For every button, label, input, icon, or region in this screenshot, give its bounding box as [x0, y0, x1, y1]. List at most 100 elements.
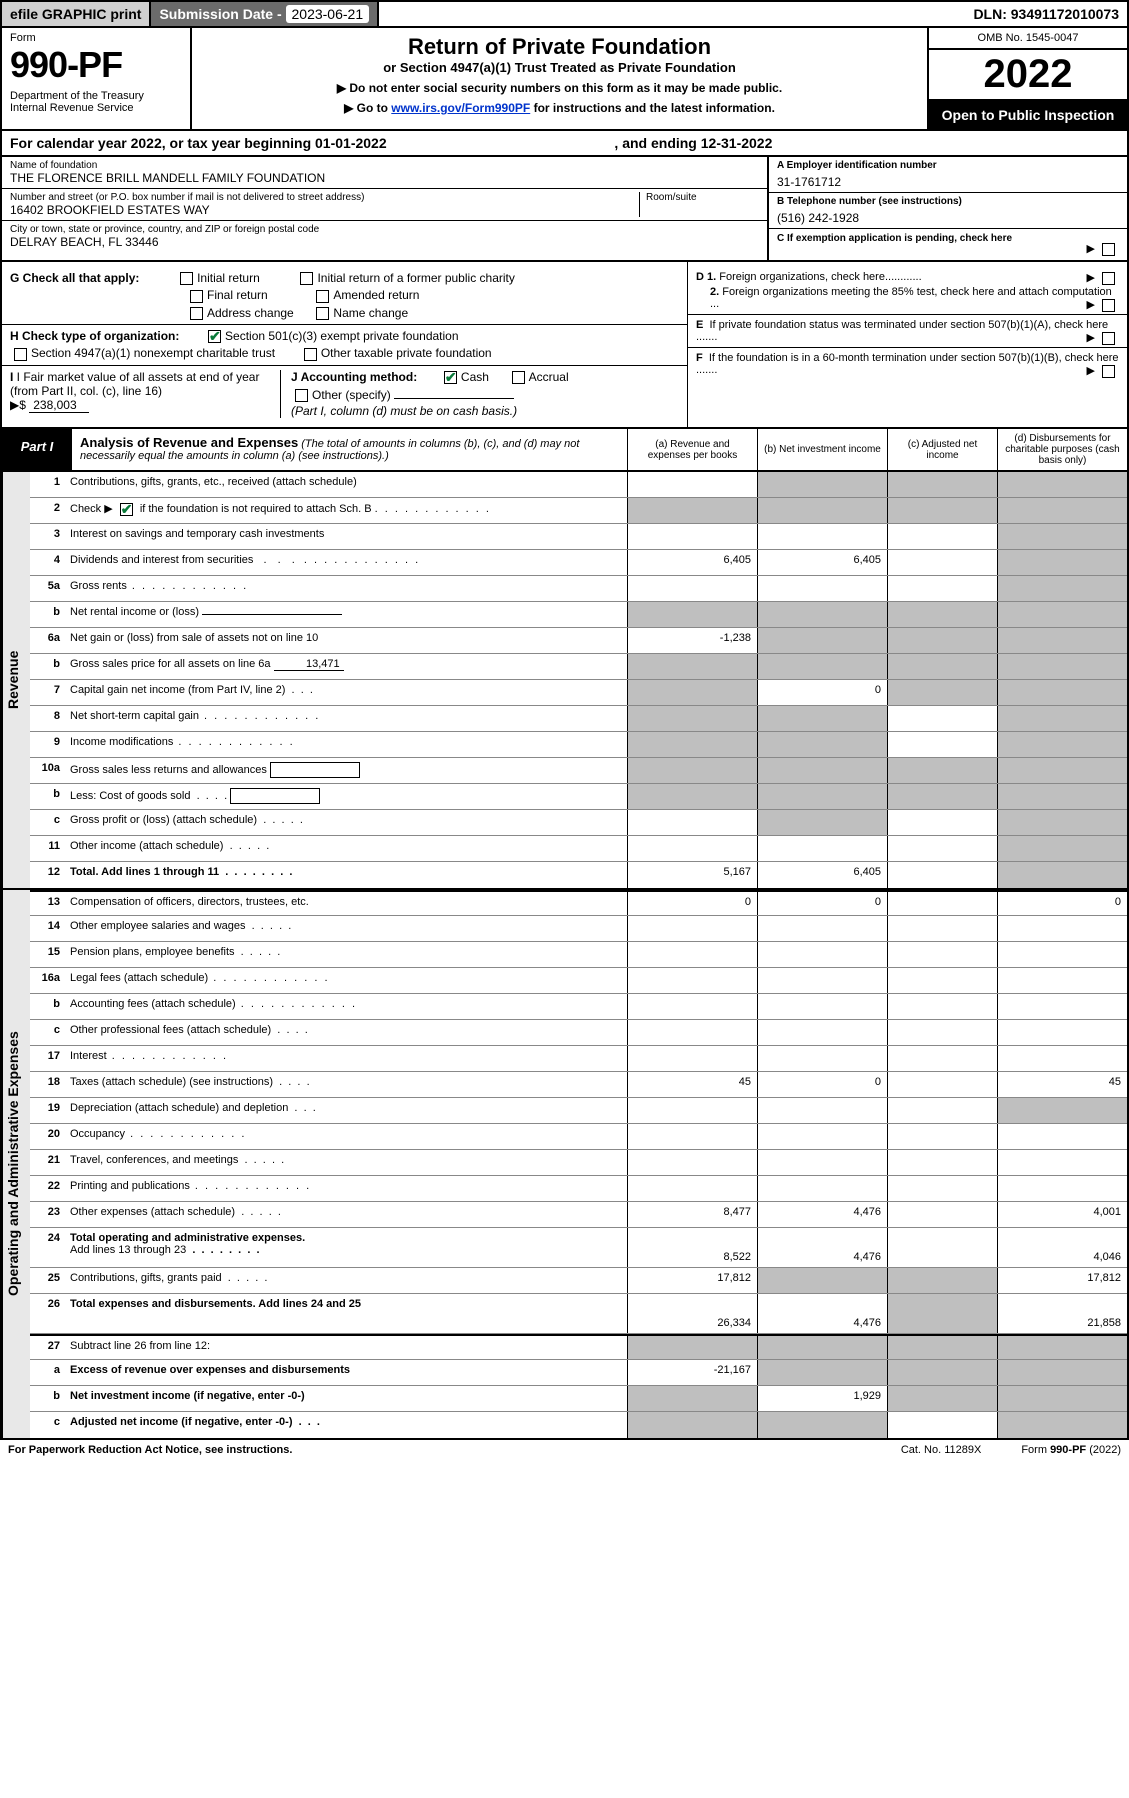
- g-row: G Check all that apply: Initial return I…: [10, 271, 679, 285]
- r25-d: 17,812: [997, 1268, 1127, 1293]
- r15-desc: Pension plans, employee benefits . . . .…: [66, 942, 627, 967]
- g-initial-former-checkbox[interactable]: [300, 272, 313, 285]
- j-other-checkbox[interactable]: [295, 389, 308, 402]
- r18-desc: Taxes (attach schedule) (see instruction…: [66, 1072, 627, 1097]
- r27b-b: 1,929: [757, 1386, 887, 1411]
- open-public: Open to Public Inspection: [929, 101, 1127, 129]
- r23-d: 4,001: [997, 1202, 1127, 1227]
- footer-cat: Cat. No. 11289X: [901, 1444, 982, 1456]
- h-other-checkbox[interactable]: [304, 348, 317, 361]
- r6b-v: 13,471: [274, 658, 344, 671]
- row-4: 4Dividends and interest from securities …: [30, 550, 1127, 576]
- g-opt-4: Amended return: [333, 288, 419, 302]
- row-15: 15Pension plans, employee benefits . . .…: [30, 942, 1127, 968]
- ij-row: I I Fair market value of all assets at e…: [10, 370, 679, 419]
- row-10a: 10aGross sales less returns and allowanc…: [30, 758, 1127, 784]
- r4-desc: Dividends and interest from securities .…: [66, 550, 627, 575]
- j-accrual-checkbox[interactable]: [512, 371, 525, 384]
- d1-checkbox[interactable]: [1102, 272, 1115, 285]
- g-final-return-checkbox[interactable]: [190, 290, 203, 303]
- opex-section: Operating and Administrative Expenses 13…: [0, 890, 1129, 1440]
- department: Department of the Treasury Internal Reve…: [10, 90, 182, 114]
- g-opt-5: Name change: [333, 306, 408, 320]
- g-opt-2: Address change: [207, 306, 294, 320]
- row-6a: 6aNet gain or (loss) from sale of assets…: [30, 628, 1127, 654]
- j-label: J Accounting method:: [291, 370, 417, 384]
- g-initial-return-checkbox[interactable]: [180, 272, 193, 285]
- c-checkbox[interactable]: [1102, 243, 1115, 256]
- g-amended-checkbox[interactable]: [316, 290, 329, 303]
- efile-label[interactable]: efile GRAPHIC print: [2, 2, 151, 26]
- part-1-label: Part I: [2, 429, 72, 470]
- j-cash-checkbox[interactable]: [444, 371, 457, 384]
- part-1-desc: Analysis of Revenue and Expenses (The to…: [72, 429, 627, 470]
- r20-desc: Occupancy: [66, 1124, 627, 1149]
- r10b-desc: Less: Cost of goods sold . . . .: [66, 784, 627, 809]
- row-16c: cOther professional fees (attach schedul…: [30, 1020, 1127, 1046]
- row-16b: bAccounting fees (attach schedule): [30, 994, 1127, 1020]
- row-10b: bLess: Cost of goods sold . . . .: [30, 784, 1127, 810]
- irs-link[interactable]: www.irs.gov/Form990PF: [391, 101, 530, 115]
- g-name-change-checkbox[interactable]: [316, 307, 329, 320]
- h-4947-checkbox[interactable]: [14, 348, 27, 361]
- e-row: E If private foundation status was termi…: [696, 319, 1119, 343]
- row-18: 18Taxes (attach schedule) (see instructi…: [30, 1072, 1127, 1098]
- subdate-value: 2023-06-21: [286, 5, 370, 23]
- check-left: G Check all that apply: Initial return I…: [2, 262, 687, 427]
- omb-number: OMB No. 1545-0047: [929, 28, 1127, 50]
- r7-b: 0: [757, 680, 887, 705]
- j-other: Other (specify): [312, 388, 391, 402]
- schb-checkbox[interactable]: [120, 503, 133, 516]
- header-right: OMB No. 1545-0047 2022 Open to Public In…: [927, 28, 1127, 129]
- r24-b: 4,476: [757, 1228, 887, 1267]
- r12-desc: Total. Add lines 1 through 11 . . . . . …: [66, 862, 627, 888]
- r18-b: 0: [757, 1072, 887, 1097]
- phone-label: B Telephone number (see instructions): [777, 196, 1119, 207]
- instr2-post: for instructions and the latest informat…: [530, 101, 775, 115]
- r26-a: 26,334: [627, 1294, 757, 1333]
- row-27a: aExcess of revenue over expenses and dis…: [30, 1360, 1127, 1386]
- footer-form: Form 990-PF (2022): [1021, 1444, 1121, 1456]
- r6a-a: -1,238: [627, 628, 757, 653]
- r13-b: 0: [757, 892, 887, 915]
- instr-1: ▶ Do not enter social security numbers o…: [202, 81, 917, 95]
- opex-tab: Operating and Administrative Expenses: [2, 890, 30, 1438]
- h-row: H Check type of organization: Section 50…: [10, 329, 679, 343]
- row-1: 1Contributions, gifts, grants, etc., rec…: [30, 472, 1127, 498]
- ein-row: A Employer identification number 31-1761…: [769, 157, 1127, 193]
- r27a-desc: Excess of revenue over expenses and disb…: [66, 1360, 627, 1385]
- j-cash: Cash: [461, 370, 489, 384]
- phone-row: B Telephone number (see instructions) (5…: [769, 193, 1127, 229]
- row-7: 7Capital gain net income (from Part IV, …: [30, 680, 1127, 706]
- name-label: Name of foundation: [10, 160, 759, 171]
- j-note: (Part I, column (d) must be on cash basi…: [291, 404, 679, 418]
- h-opt3: Other taxable private foundation: [321, 346, 492, 360]
- r6b-desc: Gross sales price for all assets on line…: [66, 654, 627, 679]
- revenue-tab: Revenue: [2, 472, 30, 888]
- id-right: A Employer identification number 31-1761…: [767, 157, 1127, 260]
- g-opt-0: Initial return: [197, 271, 260, 285]
- c-label: C If exemption application is pending, c…: [777, 233, 1012, 244]
- fmv-prefix: ▶$: [10, 398, 26, 412]
- h-opt2: Section 4947(a)(1) nonexempt charitable …: [31, 346, 275, 360]
- e-checkbox[interactable]: [1102, 332, 1115, 345]
- d2-checkbox[interactable]: [1102, 299, 1115, 312]
- identification-block: Name of foundation THE FLORENCE BRILL MA…: [0, 157, 1129, 262]
- row-5b: bNet rental income or (loss): [30, 602, 1127, 628]
- j-accrual: Accrual: [529, 370, 569, 384]
- col-d-header: (d) Disbursements for charitable purpose…: [997, 429, 1127, 470]
- r11-desc: Other income (attach schedule) . . . . .: [66, 836, 627, 861]
- r5a-desc: Gross rents: [66, 576, 627, 601]
- r27-desc: Subtract line 26 from line 12:: [66, 1336, 627, 1359]
- r17-desc: Interest: [66, 1046, 627, 1071]
- cal-end: 12-31-2022: [701, 135, 773, 151]
- row-14: 14Other employee salaries and wages . . …: [30, 916, 1127, 942]
- cal-begin: 01-01-2022: [315, 135, 387, 151]
- g-address-change-checkbox[interactable]: [190, 307, 203, 320]
- f-checkbox[interactable]: [1102, 365, 1115, 378]
- h-501c3-checkbox[interactable]: [208, 330, 221, 343]
- header-left: Form 990-PF Department of the Treasury I…: [2, 28, 192, 129]
- r16b-desc: Accounting fees (attach schedule): [66, 994, 627, 1019]
- dln: DLN: 93491172010073: [965, 2, 1127, 26]
- addr-value: 16402 BROOKFIELD ESTATES WAY: [10, 203, 639, 217]
